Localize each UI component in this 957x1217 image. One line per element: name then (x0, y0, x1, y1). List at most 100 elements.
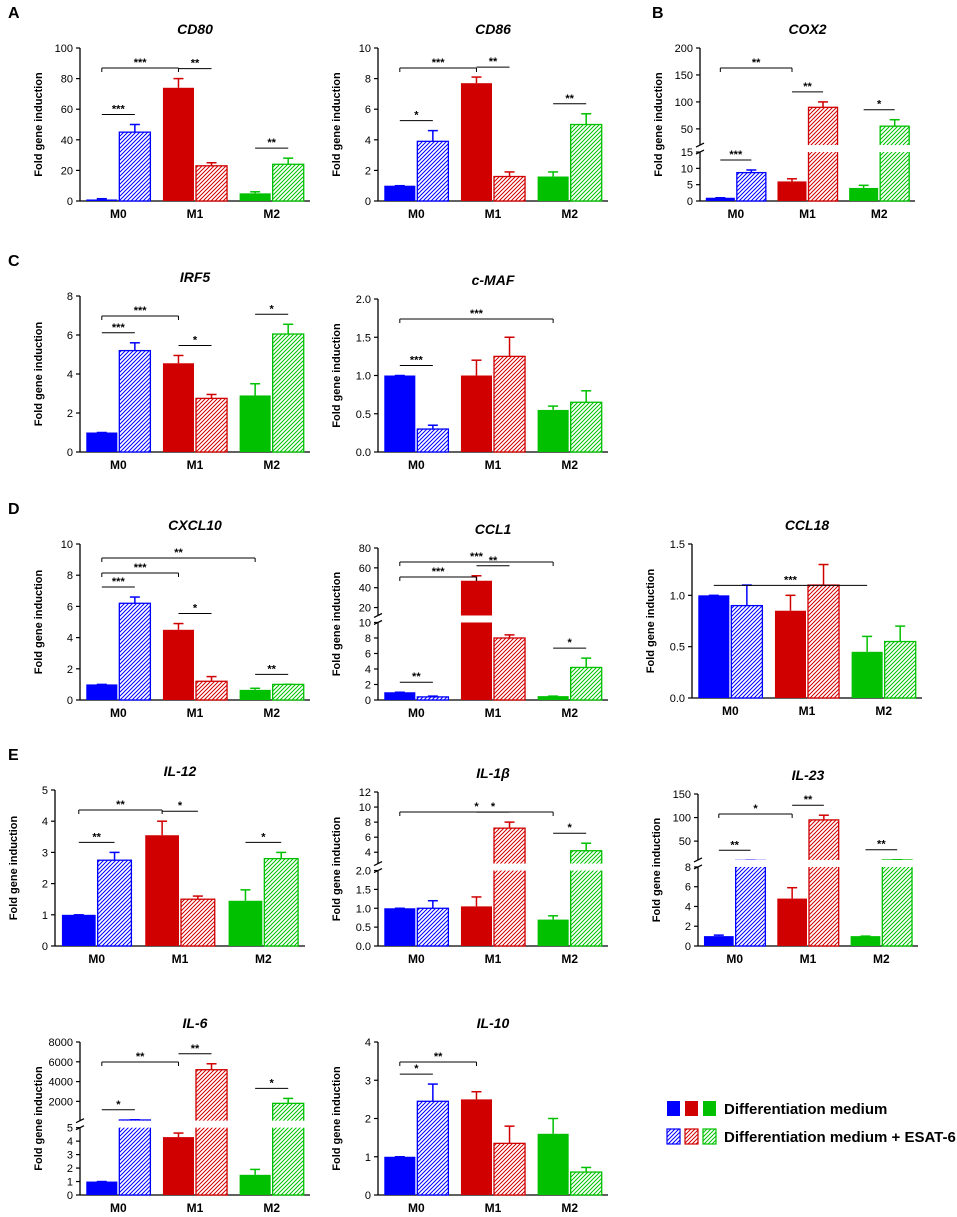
x-category-label: M2 (561, 207, 578, 221)
y-tick-label: 1.5 (356, 884, 371, 896)
x-category-label: M0 (408, 952, 425, 966)
x-category-label: M1 (485, 952, 502, 966)
y-tick-label: 2 (685, 921, 691, 933)
x-category-label: M1 (187, 1201, 204, 1215)
bar-m1-esat6 (195, 1069, 228, 1196)
chart-cxcl10: D CXCL10 Fold gene induction 0 2 4 6 8 10 M0 M1 M2 *… (8, 501, 310, 720)
y-tick-label: 4 (365, 1037, 371, 1049)
bar-m2-esat6 (272, 333, 305, 453)
y-axis-label: Fold gene induction (331, 323, 343, 428)
bar-m0-medium (384, 908, 416, 946)
bar-m2-medium (537, 1133, 569, 1195)
y-tick-label: 2 (42, 879, 48, 891)
bar-m0-esat6 (416, 696, 450, 701)
significance-label: * (193, 603, 198, 615)
legend-hatched-m1-swatch (684, 1128, 699, 1145)
y-tick-label: 12 (359, 787, 371, 799)
bar-m0-medium (86, 1181, 118, 1195)
y-tick-label: 6 (685, 882, 691, 894)
bar-m0-esat6 (416, 1100, 450, 1196)
chart-title: IRF5 (180, 269, 211, 285)
bar-m0-medium (384, 185, 416, 201)
chart-il-1: IL-1β Fold gene induction 0.0 0.5 1.0 1.5 2.0 4… (331, 765, 608, 966)
significance-label: * (193, 334, 198, 346)
bar-m1-esat6 (180, 898, 216, 947)
y-tick-label: 8 (365, 633, 371, 645)
bar-m0-esat6 (416, 428, 450, 453)
bar-break-gap (808, 859, 840, 867)
y-tick-label: 4 (685, 901, 691, 913)
y-tick-label: 0.0 (356, 447, 371, 459)
y-tick-label: 10 (681, 163, 693, 175)
x-category-label: M2 (263, 1201, 280, 1215)
significance-label: ** (434, 1051, 443, 1063)
x-category-label: M2 (263, 458, 280, 472)
bar-m2-medium (537, 919, 569, 946)
y-tick-label: 1.0 (356, 371, 371, 383)
y-tick-label: 2 (365, 679, 371, 691)
y-tick-label: 0 (365, 695, 371, 707)
chart-cd80: A CD80 Fold gene induction 0 20 40 60 80 100 M0 M1… (8, 5, 310, 221)
bar-m2-esat6 (884, 640, 917, 699)
x-category-label: M2 (875, 704, 892, 718)
bar-break-gap (734, 859, 767, 867)
y-tick-label: 1.5 (356, 332, 371, 344)
bar-m1-esat6 (493, 827, 526, 947)
bar-m1-esat6 (195, 165, 228, 202)
bar-m2-medium (239, 689, 271, 700)
x-category-label: M2 (263, 706, 280, 720)
bar-m2-esat6 (570, 666, 603, 701)
bar-m0-esat6 (118, 602, 152, 701)
panel-letter-d: D (8, 501, 20, 518)
bar-break-gap (493, 863, 527, 871)
bar-m0-medium (384, 375, 416, 452)
bar-m1-esat6 (807, 106, 839, 202)
x-category-label: M1 (172, 952, 189, 966)
panel-letter-e: E (8, 747, 19, 764)
bar-m0-medium (705, 197, 735, 201)
y-tick-label: 1.5 (670, 539, 685, 551)
significance-label: *** (134, 305, 148, 317)
bar-m1-esat6 (493, 355, 526, 453)
significance-label: * (474, 801, 479, 813)
y-tick-label: 200 (675, 43, 693, 55)
bar-m0-esat6 (118, 131, 152, 202)
x-category-label: M1 (800, 952, 817, 966)
y-tick-label: 3 (67, 1150, 73, 1162)
chart-title: CD86 (475, 21, 511, 37)
significance-label: * (568, 637, 573, 649)
y-tick-label: 0.5 (356, 409, 371, 421)
y-axis-label: Fold gene induction (331, 571, 343, 676)
y-tick-label: 0 (67, 196, 73, 208)
x-category-label: M2 (561, 952, 578, 966)
significance-label: *** (134, 57, 148, 69)
bar-m2-esat6 (272, 163, 305, 202)
significance-label: *** (112, 104, 126, 116)
significance-label: ** (730, 839, 739, 851)
chart-title: IL-1β (476, 765, 510, 781)
x-category-label: M1 (485, 1201, 502, 1215)
bar-m0-medium (384, 1156, 416, 1195)
y-tick-label: 1 (365, 1152, 371, 1164)
y-tick-label: 2 (365, 1114, 371, 1126)
significance-label: * (753, 803, 758, 815)
bar-break-gap (569, 863, 603, 871)
significance-label: * (270, 1077, 275, 1089)
bar-m1-medium (162, 629, 194, 700)
significance-label: * (270, 303, 275, 315)
bar-m1-esat6 (195, 680, 228, 701)
y-tick-label: 0 (687, 196, 693, 208)
bar-m0-medium (61, 914, 96, 946)
bar-m2-medium (228, 900, 263, 946)
chart-title: COX2 (788, 21, 826, 37)
significance-label: ** (191, 58, 200, 70)
bar-m1-medium (774, 610, 806, 698)
bar-m1-esat6 (493, 1142, 526, 1196)
significance-label: ** (267, 137, 276, 149)
bar-m2-medium (239, 193, 271, 201)
significance-label: ** (92, 831, 101, 843)
panel-letter-c: C (8, 253, 20, 270)
y-tick-label: 4 (365, 664, 371, 676)
